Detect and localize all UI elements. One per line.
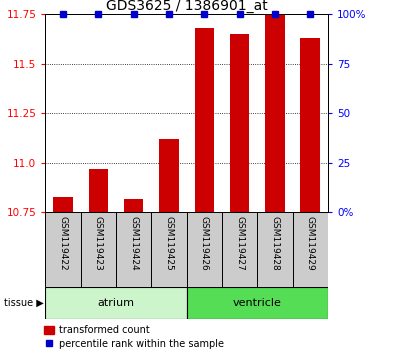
Bar [151,212,186,287]
Bar [88,169,108,212]
Bar [265,14,285,212]
Bar [124,199,143,212]
Text: GSM119424: GSM119424 [129,216,138,271]
Text: tissue ▶: tissue ▶ [4,298,43,308]
Text: GSM119422: GSM119422 [58,216,68,271]
Text: GSM119426: GSM119426 [200,216,209,271]
Bar [186,287,328,319]
Text: GSM119423: GSM119423 [94,216,103,271]
Bar [293,212,328,287]
Text: GSM119428: GSM119428 [271,216,279,271]
Text: GSM119429: GSM119429 [306,216,315,271]
Bar [45,212,81,287]
Text: GSM119427: GSM119427 [235,216,244,271]
Bar [186,212,222,287]
Bar [195,28,214,212]
Bar [230,34,249,212]
Bar [45,287,186,319]
Bar [116,212,151,287]
Text: atrium: atrium [98,298,135,308]
Bar [159,139,179,212]
Bar [53,196,73,212]
Bar [257,212,293,287]
Text: GSM119425: GSM119425 [164,216,173,271]
Legend: transformed count, percentile rank within the sample: transformed count, percentile rank withi… [42,324,226,351]
Title: GDS3625 / 1386901_at: GDS3625 / 1386901_at [106,0,267,13]
Bar [301,38,320,212]
Bar [81,212,116,287]
Bar [222,212,257,287]
Text: ventricle: ventricle [233,298,282,308]
